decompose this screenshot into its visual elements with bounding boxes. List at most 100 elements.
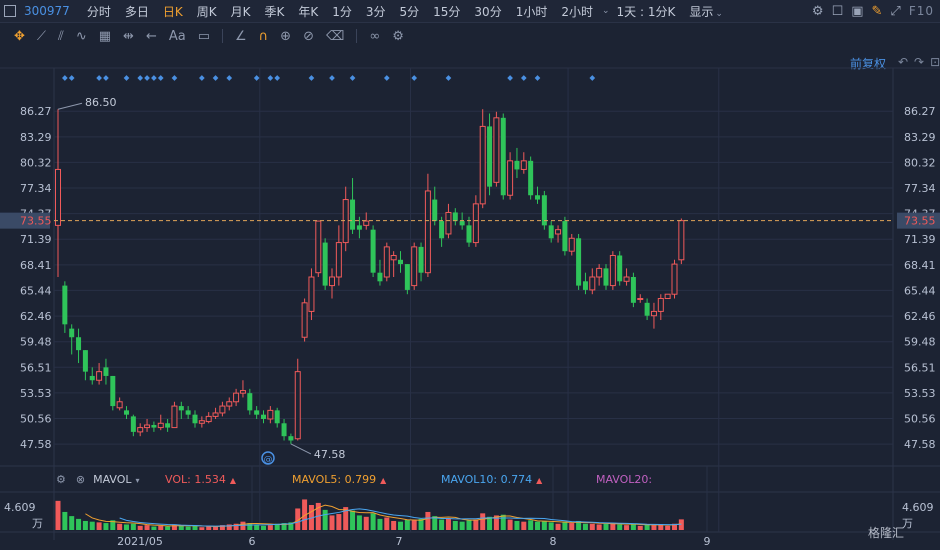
volume-bar — [521, 521, 527, 530]
tab-15min[interactable]: 15分 — [433, 4, 461, 19]
display-menu[interactable]: 显示 ⌄ — [689, 4, 723, 19]
candle-body — [185, 410, 191, 415]
volume-bar — [76, 518, 82, 530]
volume-bar — [110, 520, 116, 530]
line-tool-icon[interactable]: ⟋ — [36, 28, 47, 44]
volume-bar — [445, 518, 451, 530]
candle-body — [514, 160, 520, 170]
price-tick-left: 50.56 — [20, 412, 52, 425]
stock-code[interactable]: 300977 — [24, 4, 70, 18]
current-price-tag-right — [897, 212, 940, 229]
volume-bar — [274, 523, 280, 530]
comment-tool-icon[interactable]: ▭ — [197, 28, 210, 44]
tab-quarterly-k[interactable]: 季K — [264, 4, 285, 19]
price-tick-right: 47.58 — [904, 438, 936, 451]
event-marker — [308, 75, 315, 81]
candle-body — [562, 221, 568, 252]
candle-body — [281, 423, 287, 437]
tab-1min[interactable]: 1分 — [332, 4, 352, 19]
f10-button[interactable]: F10 — [908, 4, 934, 18]
candle-body — [555, 229, 562, 235]
combo-select[interactable]: 1天 : 1分K — [616, 4, 676, 19]
tab-1hour[interactable]: 1小时 — [515, 4, 548, 19]
text-tool-icon[interactable]: Aa — [168, 28, 186, 44]
wave-tool-icon[interactable]: ∿ — [75, 28, 87, 44]
indicator-settings-icon[interactable]: ⚙ — [56, 472, 66, 486]
camera-icon[interactable]: ▣ — [851, 3, 864, 19]
volume-bar — [336, 514, 342, 530]
arrow-tool-icon[interactable]: ← — [145, 28, 157, 44]
tab-monthly-k[interactable]: 月K — [230, 4, 251, 19]
tab-daily-k[interactable]: 日K — [162, 4, 183, 19]
mavol20-value: MAVOL20: — [596, 472, 653, 486]
candle-body — [356, 225, 362, 230]
pen-icon[interactable]: ✎ — [871, 3, 883, 19]
tab-30min[interactable]: 30分 — [474, 4, 502, 19]
tab-fenshi[interactable]: 分时 — [86, 4, 111, 19]
candle-body — [96, 371, 103, 381]
candle-body — [144, 424, 151, 429]
price-tick-right: 59.48 — [904, 336, 936, 349]
indicator-close-icon[interactable]: ⊗ — [75, 472, 86, 486]
tab-3min[interactable]: 3分 — [365, 4, 386, 19]
candle-body — [192, 414, 198, 424]
measure-tool-icon[interactable]: ⇹ — [123, 28, 134, 44]
candle-body — [335, 242, 342, 278]
hide-icon[interactable]: ⊘ — [303, 28, 314, 44]
channel-tool-icon[interactable]: ⫽ — [58, 28, 64, 44]
price-tick-left: 68.41 — [20, 259, 52, 272]
volume-axis-top-left: 4.609 — [4, 501, 36, 514]
time-label: 7 — [396, 535, 403, 548]
candle-body — [239, 390, 246, 394]
candle-body — [198, 420, 205, 424]
indicator-bar: ⚙ ⊗ MAVOL ▾ VOL: 1.534 ▲ MAVOL5: 0.799 ▲ MA… — [0, 470, 940, 488]
fibonacci-tool-icon[interactable]: ▦ — [98, 28, 112, 44]
event-marker — [507, 75, 513, 81]
event-marker — [267, 75, 274, 81]
volume-bar — [254, 524, 260, 530]
time-label: 6 — [249, 535, 256, 548]
ruler-icon[interactable]: ∠ — [235, 28, 247, 44]
settings-gear-icon[interactable]: ⚙ — [811, 3, 824, 19]
volume-axis-unit-left: 万 — [32, 517, 43, 530]
volume-bar — [398, 521, 403, 530]
tab-5min[interactable]: 5分 — [399, 4, 420, 19]
candle-body — [219, 405, 226, 414]
candle-body — [267, 409, 274, 420]
volume-bar — [535, 521, 540, 530]
trash-icon[interactable]: ⌫ — [325, 28, 345, 44]
volume-bar — [322, 509, 328, 530]
fullscreen-icon[interactable]: ⤢ — [890, 3, 901, 19]
event-marker — [349, 75, 356, 81]
layout-icon[interactable] — [4, 5, 16, 17]
settings-icon[interactable]: ⚙ — [392, 28, 404, 44]
candle-body — [637, 298, 644, 301]
candle-body — [165, 423, 171, 428]
price-tick-left: 77.34 — [20, 182, 52, 195]
lock-icon[interactable]: ⊕ — [280, 28, 292, 44]
volume-bar — [308, 505, 314, 530]
tab-multiday[interactable]: 多日 — [124, 4, 149, 19]
undo-redo-icons[interactable]: ↶↷⊡ — [898, 55, 940, 69]
checkbox-icon[interactable]: ☐ — [831, 3, 844, 19]
tab-weekly-k[interactable]: 周K — [196, 4, 217, 19]
tab-yearly-k[interactable]: 年K — [298, 4, 319, 19]
chevron-down-icon[interactable]: ⌄ — [601, 6, 610, 16]
price-tick-right: 86.27 — [904, 105, 936, 118]
tab-2hour[interactable]: 2小时 — [561, 4, 593, 19]
event-marker — [520, 75, 527, 81]
event-marker — [253, 75, 260, 81]
volume-bar — [528, 520, 534, 530]
candle-body — [472, 203, 479, 244]
candle-body — [110, 375, 116, 407]
candle-body — [609, 254, 616, 287]
magnet-icon[interactable]: ∩ — [258, 28, 269, 44]
crosshair-move-icon[interactable]: ✥ — [14, 28, 25, 44]
link-icon[interactable]: ∞ — [369, 28, 381, 44]
indicator-name[interactable]: MAVOL ▾ — [93, 472, 140, 486]
price-tick-right: 62.46 — [904, 310, 936, 323]
volume-bar — [240, 521, 246, 530]
volume-bar — [261, 525, 266, 530]
price-tick-right: 80.32 — [904, 156, 936, 169]
